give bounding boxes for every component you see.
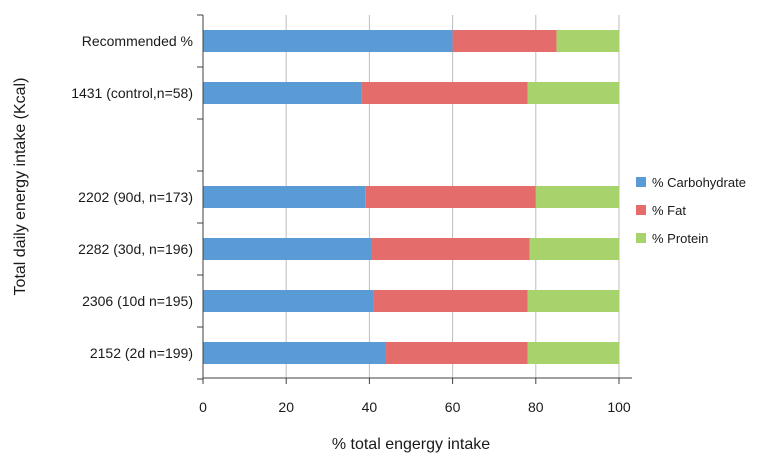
x-tick-label: 60	[445, 399, 461, 415]
x-tick-label: 40	[362, 399, 378, 415]
bar-segment	[203, 290, 374, 312]
legend-label: % Carbohydrate	[652, 175, 746, 190]
bar-segment	[203, 342, 387, 364]
bar-segment	[386, 342, 528, 364]
bar-segment	[527, 342, 619, 364]
bar-segment	[361, 82, 528, 104]
bar-segment	[535, 186, 619, 208]
bar-segment	[452, 30, 557, 52]
legend-swatch	[636, 177, 646, 187]
legend-label: % Fat	[652, 203, 686, 218]
bar-segment	[556, 30, 619, 52]
y-tick-label: 2282 (30d, n=196)	[78, 241, 193, 257]
legend-label: % Protein	[652, 231, 708, 246]
x-tick-label: 0	[199, 399, 207, 415]
legend-swatch	[636, 233, 646, 243]
bar-segment	[203, 82, 362, 104]
legend-swatch	[636, 205, 646, 215]
legend: % Carbohydrate % Fat % Protein	[636, 175, 746, 246]
bar-segment	[529, 238, 619, 260]
x-tick-label: 20	[278, 399, 294, 415]
bar-segment	[365, 186, 536, 208]
y-tick-label: 2306 (10d n=195)	[82, 293, 193, 309]
y-tick-label: Recommended %	[82, 33, 193, 49]
bar-segment	[527, 82, 619, 104]
x-axis-title: % total engergy intake	[332, 436, 490, 453]
y-tick-label: 1431 (control,n=58)	[71, 85, 193, 101]
bar-segment	[203, 30, 453, 52]
bar-segment	[203, 238, 372, 260]
y-axis-title: Total daily energy intake (Kcal)	[12, 78, 29, 296]
x-tick-label: 80	[528, 399, 544, 415]
axes-layer	[197, 14, 632, 384]
bar-segment	[203, 186, 366, 208]
bar-segment	[371, 238, 530, 260]
y-tick-label: 2202 (90d, n=173)	[78, 189, 193, 205]
bars-layer	[203, 30, 619, 364]
x-tick-label: 100	[607, 399, 631, 415]
labels-layer: Recommended % 1431 (control,n=58) 2202 (90…	[71, 33, 631, 415]
y-tick-label: 2152 (2d n=199)	[90, 345, 193, 361]
bar-segment	[527, 290, 619, 312]
bar-segment	[373, 290, 528, 312]
